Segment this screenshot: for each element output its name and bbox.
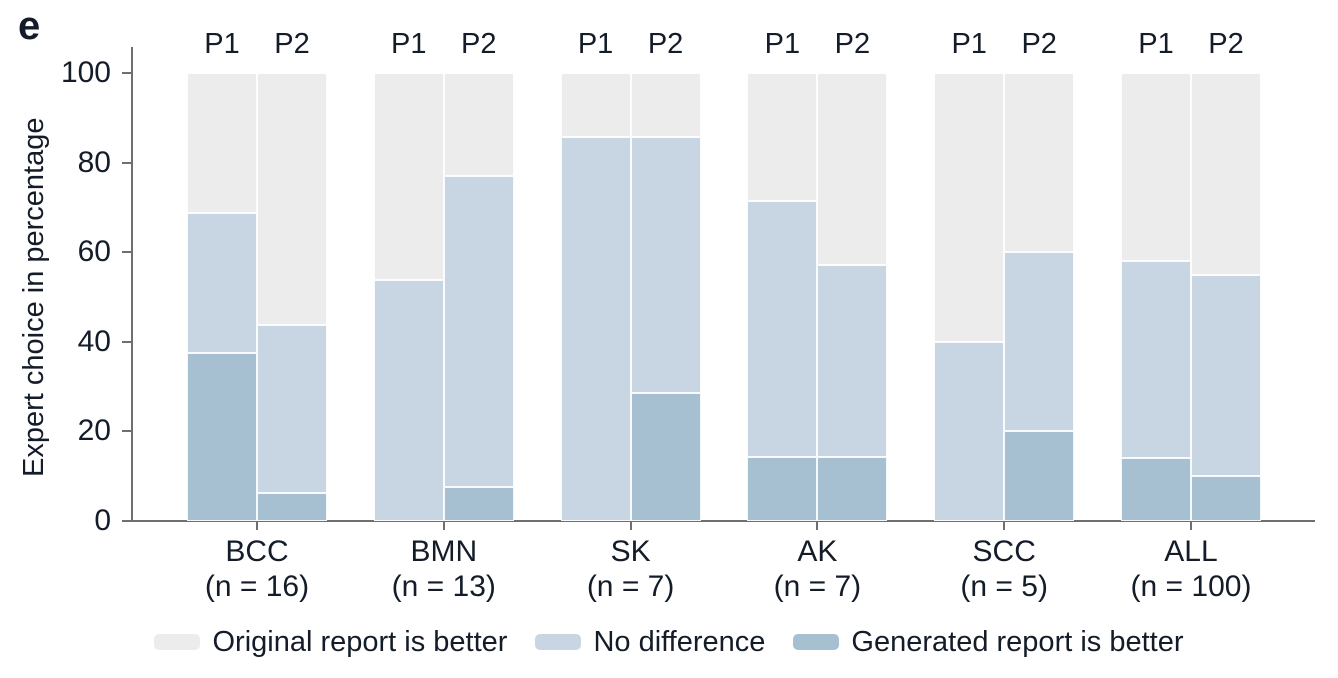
segment-original-better bbox=[1121, 73, 1191, 262]
category-n-label: (n = 5) bbox=[960, 570, 1048, 603]
legend: Original report is better No difference Ge… bbox=[0, 622, 1338, 662]
segment-no-difference bbox=[630, 137, 701, 393]
segment-no-difference bbox=[1004, 252, 1075, 432]
legend-item-generated-better: Generated report is better bbox=[793, 625, 1184, 659]
bar-header-label: P2 bbox=[834, 28, 871, 60]
segment-original-better bbox=[747, 73, 818, 202]
segment-generated-better bbox=[817, 456, 888, 521]
bar-header-label: P1 bbox=[764, 28, 801, 60]
legend-label: No difference bbox=[593, 626, 766, 658]
segment-original-better bbox=[373, 73, 444, 280]
legend-swatch-generated-better bbox=[793, 634, 840, 650]
y-tick-label: 40 bbox=[77, 324, 111, 358]
y-tick-mark bbox=[122, 161, 131, 164]
x-tick-mark bbox=[1190, 522, 1192, 530]
category-label: SCC bbox=[972, 535, 1036, 568]
bar-header-label: P2 bbox=[461, 28, 497, 60]
plot-area: 0 20 40 60 80 100 P1 P2 BCC (n = 16) P1 P2 BMN (n = 1… bbox=[61, 28, 1315, 603]
legend-label: Generated report is better bbox=[851, 626, 1184, 658]
y-tick-label: 20 bbox=[77, 414, 111, 448]
segment-original-better bbox=[630, 73, 701, 138]
y-tick-mark bbox=[122, 72, 131, 74]
x-tick-mark bbox=[256, 522, 258, 530]
segment-original-better bbox=[560, 73, 631, 138]
segment-generated-better bbox=[747, 456, 818, 521]
segment-original-better bbox=[257, 73, 327, 325]
legend-item-no-difference: No difference bbox=[535, 625, 765, 659]
segment-generated-better bbox=[1121, 458, 1191, 521]
category-n-label: (n = 16) bbox=[204, 570, 310, 603]
segment-no-difference bbox=[560, 137, 631, 521]
category-label: SK bbox=[610, 535, 651, 568]
category-n-label: (n = 13) bbox=[391, 570, 496, 603]
bar-header-label: P1 bbox=[577, 28, 614, 60]
y-tick-mark bbox=[122, 251, 131, 254]
category-n-label: (n = 100) bbox=[1130, 570, 1252, 603]
panel-label: e bbox=[18, 4, 41, 48]
segment-generated-better bbox=[257, 493, 327, 521]
x-tick-mark bbox=[816, 522, 819, 530]
y-tick-mark bbox=[122, 520, 131, 522]
segment-no-difference bbox=[817, 264, 888, 457]
x-axis-line bbox=[131, 520, 1315, 522]
legend-swatch-original-better bbox=[154, 634, 201, 650]
segment-generated-better bbox=[1004, 431, 1075, 521]
segment-generated-better bbox=[443, 486, 514, 521]
y-tick-mark bbox=[122, 430, 131, 433]
category-label: ALL bbox=[1164, 535, 1218, 568]
bar-header-label: P2 bbox=[647, 28, 684, 60]
category-label: BMN bbox=[410, 535, 478, 568]
bar-header-label: P2 bbox=[1208, 28, 1244, 60]
y-tick-label: 100 bbox=[60, 56, 111, 89]
x-tick-mark bbox=[629, 522, 632, 530]
bar-header-label: P1 bbox=[391, 28, 427, 60]
category-n-label: (n = 7) bbox=[586, 570, 675, 603]
segment-original-better bbox=[934, 73, 1005, 342]
segment-original-better bbox=[817, 73, 888, 265]
legend-label: Original report is better bbox=[212, 626, 508, 658]
category-label: BCC bbox=[225, 535, 289, 568]
segment-original-better bbox=[1004, 73, 1075, 253]
y-tick-mark bbox=[122, 340, 131, 343]
y-tick-label: 60 bbox=[77, 235, 111, 269]
segment-no-difference bbox=[443, 176, 514, 487]
segment-no-difference bbox=[1121, 261, 1191, 459]
y-tick-label: 0 bbox=[94, 504, 111, 537]
segment-original-better bbox=[187, 73, 257, 213]
segment-no-difference bbox=[257, 325, 327, 493]
segment-no-difference bbox=[747, 201, 818, 457]
y-tick-label: 80 bbox=[77, 145, 111, 179]
segment-generated-better bbox=[187, 353, 257, 521]
x-tick-mark bbox=[442, 522, 445, 530]
bar-header-label: P2 bbox=[1021, 28, 1057, 60]
segment-generated-better bbox=[630, 392, 701, 521]
legend-item-original-better: Original report is better bbox=[154, 625, 507, 659]
bar-header-label: P1 bbox=[951, 28, 987, 60]
bar-header-label: P1 bbox=[204, 28, 240, 60]
category-label: AK bbox=[797, 535, 838, 568]
legend-swatch-no-difference bbox=[535, 634, 582, 650]
segment-no-difference bbox=[373, 279, 444, 521]
x-tick-mark bbox=[1003, 522, 1006, 530]
segment-original-better bbox=[1191, 73, 1261, 275]
segment-generated-better bbox=[1191, 476, 1261, 521]
segment-no-difference bbox=[187, 213, 257, 353]
segment-no-difference bbox=[934, 341, 1005, 521]
y-axis-title: Expert choice in percentage bbox=[18, 117, 50, 477]
bar-header-label: P1 bbox=[1138, 28, 1174, 60]
bar-header-label: P2 bbox=[274, 28, 310, 60]
segment-original-better bbox=[443, 73, 514, 177]
segment-no-difference bbox=[1191, 274, 1261, 477]
category-n-label: (n = 7) bbox=[773, 570, 862, 603]
y-axis-line bbox=[131, 47, 133, 522]
